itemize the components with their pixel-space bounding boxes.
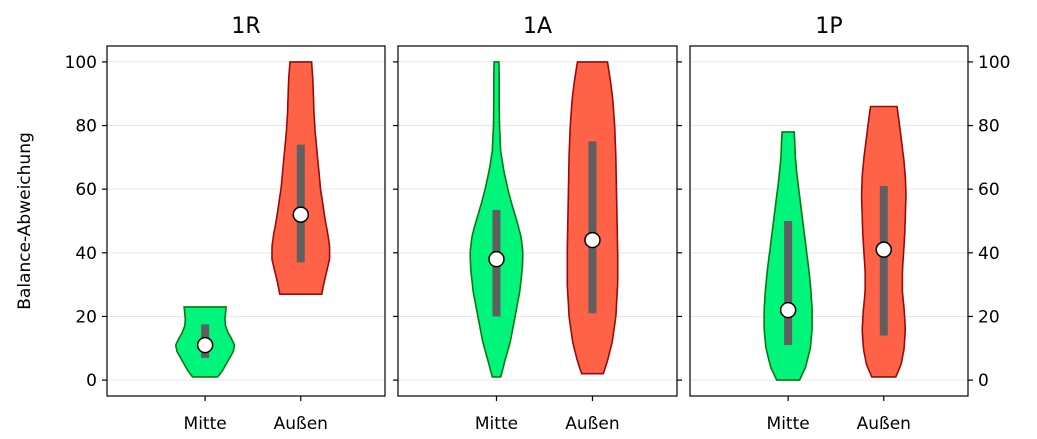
y-tick-label-right-0: 0 (978, 371, 989, 391)
median-marker-1A-Außen (584, 231, 601, 249)
panel-1P: 1P Mitte Außen 0 20 40 60 80 100 (689, 14, 1010, 434)
y-tick-label-left-20: 20 (75, 307, 97, 327)
panel-title-1A: 1A (523, 14, 552, 39)
y-tick-label-right-80: 80 (978, 117, 1000, 137)
x-tick-label-1R-Außen: Außen (274, 414, 328, 434)
panel-title-1R: 1R (231, 14, 260, 39)
x-tick-label-1P-Außen: Außen (857, 414, 911, 434)
x-tick-label-1P-Mitte: Mitte (767, 414, 810, 434)
panel-1A: 1A Mitte Außen (393, 14, 682, 434)
panel-1R: 1R Mitte Außen 0 20 40 60 80 100 (65, 14, 386, 434)
y-tick-label-left-0: 0 (86, 371, 97, 391)
x-tick-label-1R-Mitte: Mitte (184, 414, 227, 434)
x-tick-label-1A-Mitte: Mitte (475, 414, 518, 434)
y-tick-label-left-60: 60 (75, 180, 97, 200)
x-tick-label-1A-Außen: Außen (565, 414, 619, 434)
y-tick-label-left-100: 100 (65, 53, 97, 73)
y-tick-label-right-100: 100 (978, 53, 1010, 73)
iqr-bar-1P-Mitte (784, 221, 793, 346)
y-tick-label-right-40: 40 (978, 244, 1000, 264)
y-tick-label-left-40: 40 (75, 244, 97, 264)
median-marker-1R-Mitte (196, 336, 214, 354)
median-marker-1A-Mitte (488, 250, 505, 268)
panel-frame-1R (106, 45, 386, 397)
y-axis-label: Balance-Abweichung (15, 132, 35, 310)
panel-frame-1A (397, 45, 678, 397)
panel-title-1P: 1P (815, 14, 842, 39)
median-marker-1R-Außen (292, 206, 310, 223)
iqr-bar-1R-Außen (296, 144, 305, 263)
y-tick-label-right-60: 60 (978, 180, 1000, 200)
y-tick-label-right-20: 20 (978, 307, 1000, 327)
median-marker-1P-Außen (875, 241, 893, 258)
iqr-bar-1A-Außen (588, 141, 597, 314)
iqr-bar-1P-Außen (879, 186, 888, 336)
median-marker-1P-Mitte (779, 301, 797, 319)
panel-frame-1P (689, 45, 969, 397)
y-tick-label-left-80: 80 (75, 117, 97, 137)
